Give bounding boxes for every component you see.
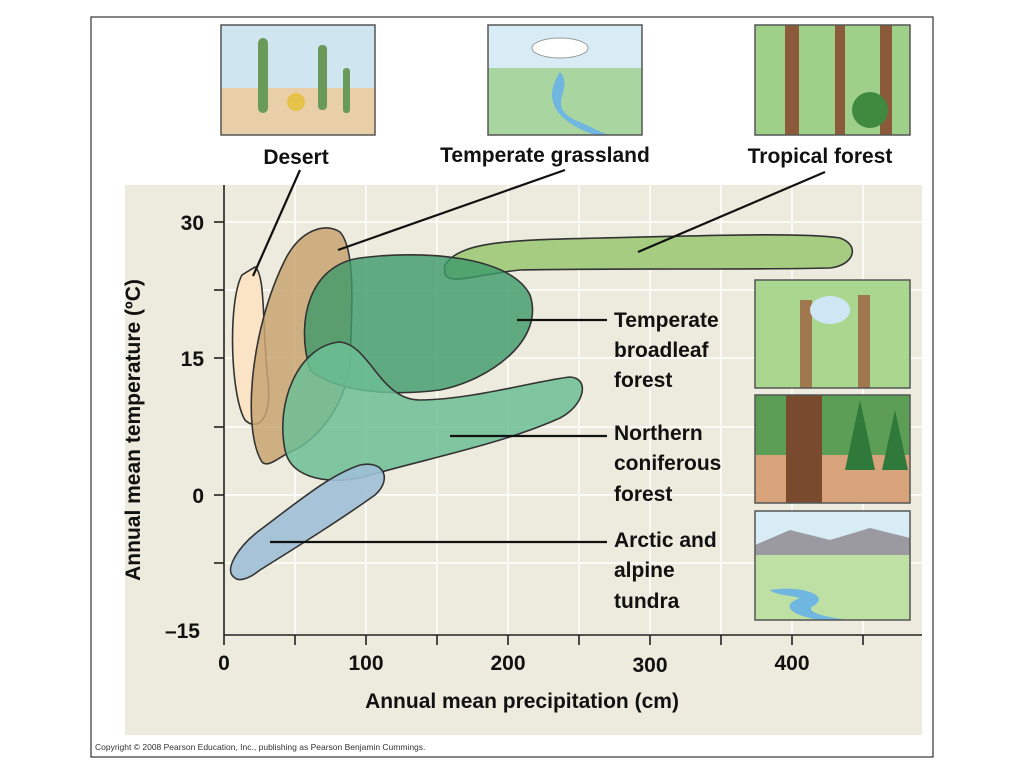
x-tick-label: 0: [218, 652, 230, 675]
x-tick-label: 300: [632, 654, 667, 677]
x-tick-label: 400: [774, 652, 809, 675]
x-axis-label: Annual mean precipitation (cm): [365, 690, 679, 713]
tropical-picture: [754, 24, 911, 136]
desert-picture: [220, 24, 376, 136]
tundra-region: [229, 463, 386, 581]
y-tick-label: –15: [165, 620, 200, 643]
y-tick-label: 0: [192, 485, 204, 508]
tundra-picture: [754, 510, 911, 621]
biome-label: alpine: [614, 559, 675, 582]
leader-lines: [251, 168, 826, 544]
biome-label: coniferous: [614, 452, 721, 475]
grassland-picture: [487, 24, 643, 136]
x-tick-label: 200: [490, 652, 525, 675]
copyright: Copyright © 2008 Pearson Education, Inc.…: [95, 742, 425, 752]
tropical-region: [443, 234, 854, 280]
biome-label: Tropical forest: [748, 145, 893, 168]
biome-label: broadleaf: [614, 339, 710, 362]
coniferous-picture: [754, 394, 911, 504]
y-axis-label: Annual mean temperature (ºC): [122, 279, 145, 581]
biome-label: forest: [614, 369, 672, 392]
y-tick-label: 30: [181, 212, 204, 235]
biome-label: Northern: [614, 422, 703, 445]
biome-label: tundra: [614, 590, 680, 613]
biome-label: Temperate grassland: [440, 144, 650, 167]
y-tick-label: 15: [181, 348, 205, 371]
biome-label: forest: [614, 483, 672, 506]
biome-label: Temperate: [614, 309, 719, 332]
broadleaf-picture: [754, 279, 911, 389]
ticks: [214, 221, 864, 645]
x-tick-label: 100: [348, 652, 383, 675]
biome-label: Desert: [263, 146, 328, 169]
biome-label: Arctic and: [614, 529, 717, 552]
